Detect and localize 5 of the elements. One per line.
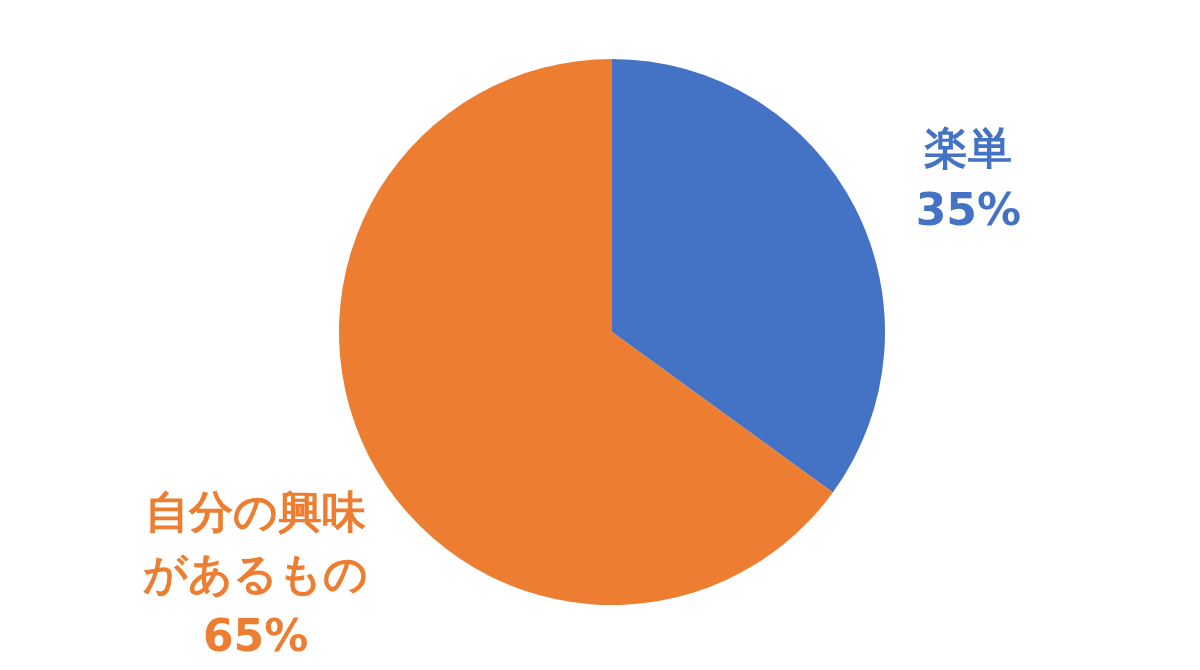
slice-label: 自分の興味があるもの: [143, 485, 369, 599]
slice-label: 楽単: [924, 122, 1013, 174]
pie-slice: [612, 59, 885, 493]
data-label: 35%: [915, 184, 1022, 236]
data-label: 65%: [202, 609, 309, 661]
